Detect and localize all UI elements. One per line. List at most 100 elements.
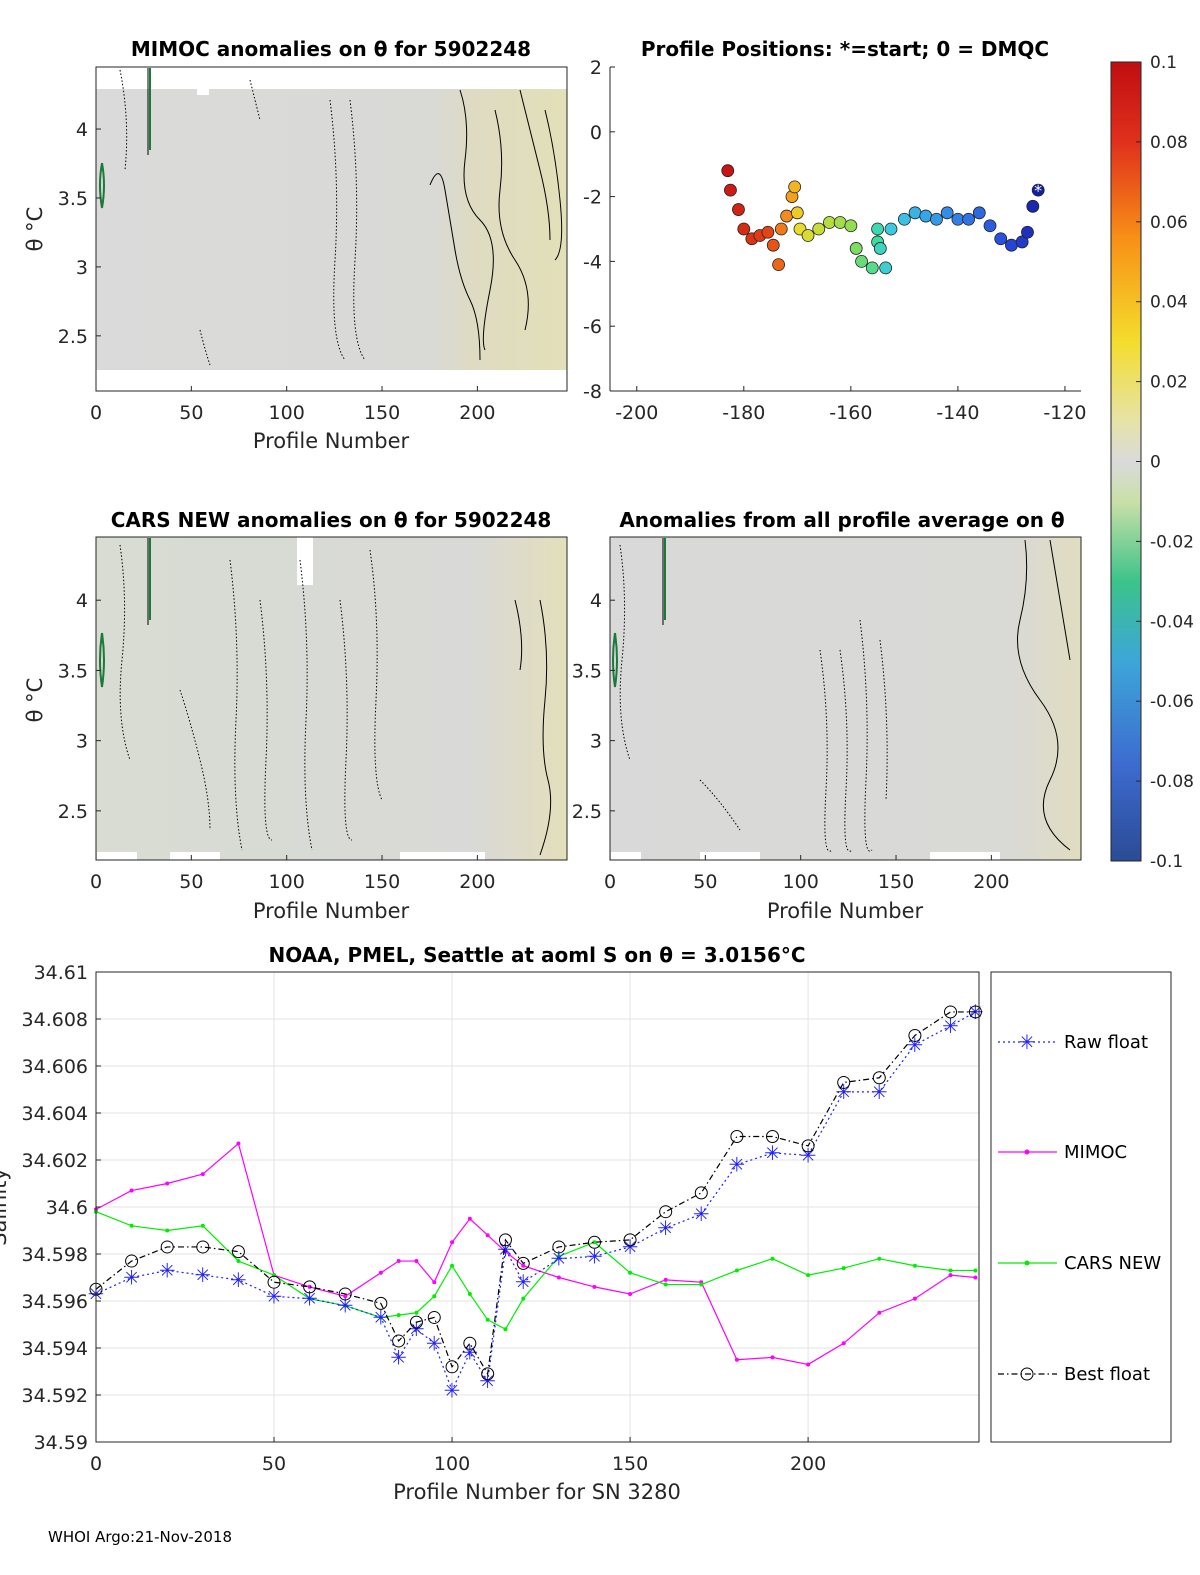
data-point xyxy=(806,1362,811,1367)
x-tick-label: -140 xyxy=(936,402,979,424)
data-point xyxy=(770,1256,775,1261)
legend-box xyxy=(990,971,1172,1443)
position-point xyxy=(884,222,898,236)
position-point xyxy=(879,261,893,275)
position-point xyxy=(721,164,735,178)
y-tick-label: 3.5 xyxy=(58,188,88,210)
positions-scatter: * xyxy=(721,164,1045,275)
data-point: ✳ xyxy=(942,1014,959,1038)
positions-yticks: -8 -6 -4 -2 0 2 xyxy=(583,57,615,403)
y-tick-label: 2.5 xyxy=(58,801,88,823)
y-tick-label: 3 xyxy=(76,257,88,279)
position-point xyxy=(1015,235,1029,249)
y-tick-label: 2.5 xyxy=(572,801,602,823)
colorbar-tick-label: -0.08 xyxy=(1150,772,1194,792)
position-point xyxy=(1031,183,1045,197)
data-point xyxy=(445,1360,459,1374)
data-point: ✳ xyxy=(390,1345,407,1369)
y-tick-label: -4 xyxy=(583,251,602,273)
allavg-dotted-contours xyxy=(619,544,888,852)
cars-heatmap-blank xyxy=(97,537,485,860)
data-point xyxy=(343,1294,348,1299)
data-point xyxy=(409,1315,423,1329)
colorbar-tick-label: -0.1 xyxy=(1150,852,1183,872)
data-point xyxy=(231,1245,245,1259)
data-point: ✳ xyxy=(337,1294,354,1318)
x-tick-label: 50 xyxy=(179,402,203,424)
data-point xyxy=(806,1273,811,1278)
data-point: ✳ xyxy=(479,1369,496,1393)
position-point xyxy=(919,209,933,223)
colorbar-tick-label: -0.02 xyxy=(1150,532,1194,552)
series-line-best-float xyxy=(95,1011,976,1376)
position-point xyxy=(1026,199,1040,213)
colorbar-tick-label: -0.06 xyxy=(1150,692,1194,712)
position-point xyxy=(732,203,745,216)
legend-marker: ✳ xyxy=(1019,1030,1036,1054)
position-point xyxy=(865,261,879,275)
position-point xyxy=(855,254,868,268)
salinity-title: NOAA, PMEL, Seattle at aoml S on θ = 3.0… xyxy=(268,943,805,967)
data-point xyxy=(432,1294,437,1299)
data-point xyxy=(467,1291,472,1296)
data-point: ✳ xyxy=(800,1143,817,1167)
mimoc-heatmap-blank-top xyxy=(97,67,422,95)
data-point xyxy=(663,1282,668,1287)
x-tick-label: 200 xyxy=(790,1453,826,1475)
cars-title: CARS NEW anomalies on θ for 5902248 xyxy=(111,508,552,532)
data-point: ✳ xyxy=(729,1153,746,1177)
position-point xyxy=(972,206,986,220)
colorbar-tick-label: 0.1 xyxy=(1150,53,1177,73)
data-point xyxy=(414,1259,419,1264)
x-tick-label: 0 xyxy=(90,871,102,893)
legend-entries: ✳ Raw float MIMOC CARS NEW Best float xyxy=(998,1030,1161,1385)
data-point xyxy=(481,1367,495,1381)
data-point xyxy=(374,1296,388,1310)
data-point xyxy=(338,1287,352,1301)
data-point xyxy=(552,1240,566,1254)
position-point xyxy=(780,209,794,223)
position-point xyxy=(873,242,887,255)
y-tick-label: 34.592 xyxy=(22,1385,88,1407)
data-point xyxy=(663,1277,668,1282)
position-point xyxy=(774,222,788,236)
data-point xyxy=(467,1216,472,1221)
data-point xyxy=(877,1310,882,1315)
data-point xyxy=(516,1256,530,1270)
x-tick-label: -180 xyxy=(722,402,765,424)
cars-heatmap xyxy=(96,537,567,860)
data-point xyxy=(694,1186,708,1200)
x-tick-label: 150 xyxy=(364,871,400,893)
mimoc-xticks: 0 50 100 150 200 xyxy=(90,386,496,424)
data-point xyxy=(837,1075,851,1089)
cars-yticks: 2.5 3 3.5 4 xyxy=(58,590,101,823)
position-point xyxy=(788,180,802,194)
y-tick-label: 3 xyxy=(590,731,602,753)
data-point xyxy=(450,1240,455,1245)
allavg-panel: 0 50 100 150 200 2.5 3 3.5 4 Anomalies from all… xyxy=(572,508,1082,923)
data-point xyxy=(165,1228,170,1233)
y-tick-label: 34.608 xyxy=(22,1009,88,1031)
position-point xyxy=(724,183,737,197)
position-point xyxy=(897,212,911,226)
data-point xyxy=(623,1233,637,1247)
data-point xyxy=(801,1139,815,1153)
data-point xyxy=(498,1233,512,1247)
legend-marker xyxy=(1024,1260,1030,1266)
x-tick-label: 150 xyxy=(612,1453,648,1475)
y-tick-label: 4 xyxy=(590,590,602,612)
position-point xyxy=(772,258,785,272)
data-point xyxy=(872,1071,886,1085)
x-tick-label: 50 xyxy=(693,871,717,893)
data-point xyxy=(129,1223,134,1228)
positions-title: Profile Positions: *=start; 0 = DMQC xyxy=(641,37,1049,61)
position-point xyxy=(1021,225,1034,239)
x-tick-label: 200 xyxy=(459,871,495,893)
start-marker: * xyxy=(1034,181,1042,200)
data-point xyxy=(396,1313,401,1318)
data-point: ✳ xyxy=(266,1284,283,1308)
data-point xyxy=(912,1296,917,1301)
data-point xyxy=(556,1275,561,1280)
data-point xyxy=(587,1235,601,1249)
cars-panel: 0 50 100 150 200 2.5 3 3.5 4 CARS NEW anomalies… xyxy=(23,508,568,923)
